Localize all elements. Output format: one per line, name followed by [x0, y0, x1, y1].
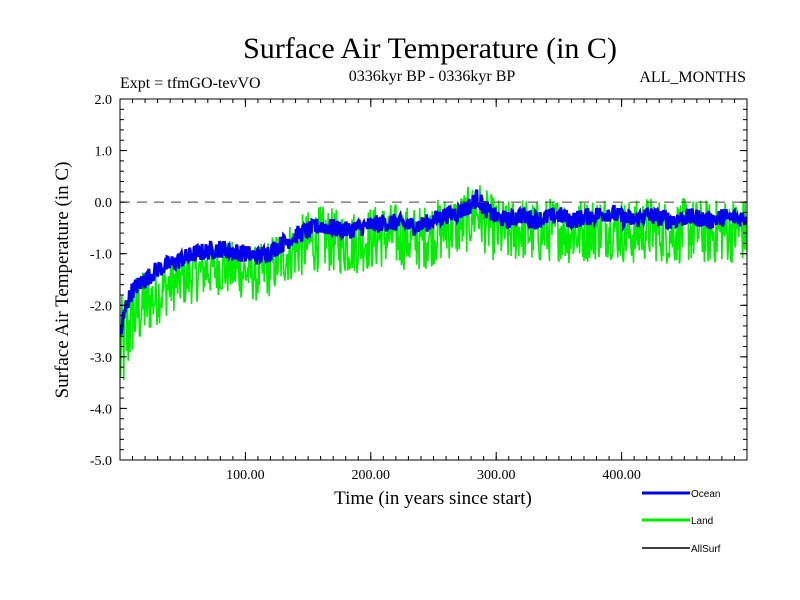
x-tick-label: 100.00: [226, 468, 265, 483]
series-line-ocean: [120, 189, 747, 337]
y-tick-label: 2.0: [95, 93, 113, 108]
plot-frame: [119, 98, 748, 461]
y-tick-label: -5.0: [90, 454, 112, 469]
x-tick-label: 200.00: [352, 468, 391, 483]
period-label: 0336kyr BP - 0336kyr BP: [349, 68, 516, 85]
x-axis-label: Time (in years since start): [334, 488, 532, 509]
chart-title: Surface Air Temperature (in C): [243, 32, 617, 65]
legend-label-ocean: Ocean: [691, 489, 720, 500]
x-tick-label: 400.00: [602, 468, 641, 483]
legend-label-land: Land: [691, 516, 713, 527]
y-tick-label: -2.0: [90, 299, 112, 314]
months-label: ALL_MONTHS: [639, 69, 746, 86]
y-tick-label: -3.0: [90, 351, 112, 366]
x-tick-label: 300.00: [477, 468, 516, 483]
legend-label-allsurf: AllSurf: [691, 544, 721, 555]
legend: Ocean Land AllSurf: [642, 489, 721, 555]
y-axis-label: Surface Air Temperature (in C): [52, 162, 73, 399]
y-tick-label: 1.0: [95, 145, 113, 160]
y-tick-label: -1.0: [90, 248, 112, 263]
experiment-label: Expt = tfmGO-tevVO: [120, 75, 261, 92]
y-tick-label: 0.0: [95, 196, 113, 211]
y-tick-label: -4.0: [90, 402, 112, 417]
